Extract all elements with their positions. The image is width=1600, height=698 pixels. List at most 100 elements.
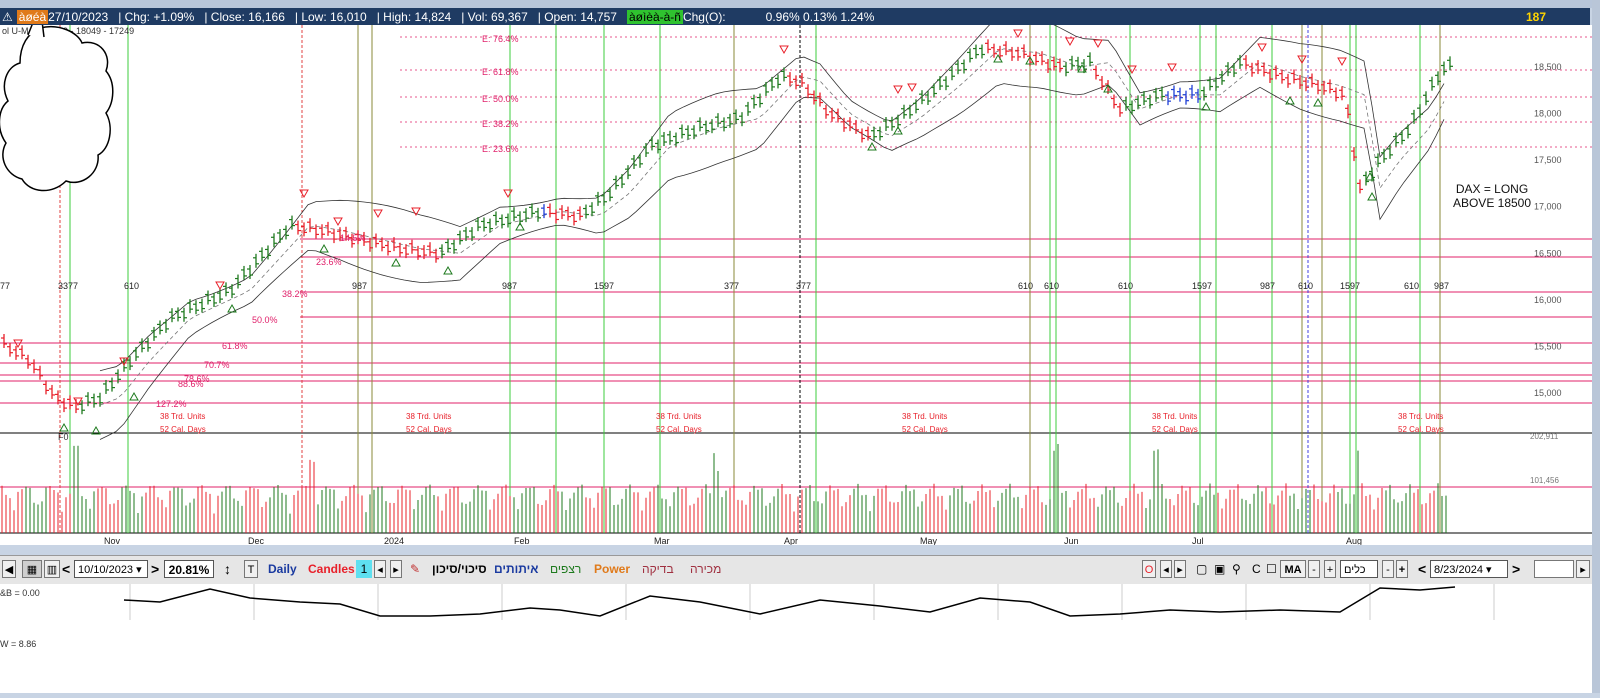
o-button[interactable]: O	[1142, 560, 1156, 578]
tab-continuations[interactable]: רצפים	[550, 562, 582, 576]
oscillator-label-2: W = 8.86	[0, 639, 36, 649]
info-date: 27/10/2023	[48, 9, 109, 24]
cal-days-label: 52 Cal. Days	[1398, 425, 1444, 434]
tab-risk-reward[interactable]: סיכוי/סיכון	[432, 562, 487, 576]
tab-signals[interactable]: איתותים	[494, 562, 539, 576]
eraser-icon[interactable]: ✎	[410, 562, 421, 576]
t-button[interactable]: T	[244, 560, 258, 578]
tab-check[interactable]: בדיקה	[642, 562, 674, 576]
oscillator-svg: &B = 0.00 W = 8.86	[0, 584, 1495, 649]
retracement-label: 50.0%	[252, 315, 278, 325]
sell-triangle	[779, 45, 789, 55]
o-prev-button[interactable]: ◂	[1160, 560, 1172, 578]
zoom-field[interactable]: 20.81%	[164, 560, 214, 578]
square-icon[interactable]: ▢	[1196, 562, 1208, 576]
month-label: Mar	[654, 536, 670, 545]
zoom-minus-button[interactable]: -	[1382, 560, 1394, 578]
sell-triangle	[1065, 37, 1075, 47]
c-button[interactable]: C	[1252, 562, 1261, 576]
tools-label: כלים	[1344, 564, 1366, 576]
ma-plus-button[interactable]: +	[1324, 560, 1336, 578]
ma-button[interactable]: MA	[1280, 560, 1306, 578]
zoom-plus-button[interactable]: +	[1396, 560, 1408, 578]
vertical-resize-icon[interactable]: ↕	[224, 561, 231, 577]
scroll-left-far-button[interactable]: ◀	[2, 560, 16, 578]
price-axis-label: 18,500	[1534, 62, 1562, 72]
end-date-select[interactable]: 8/23/2024 ▾	[1430, 560, 1508, 578]
month-label: Feb	[514, 536, 530, 545]
sell-triangle	[893, 85, 903, 95]
start-date-select[interactable]: 10/10/2023 ▾	[74, 560, 148, 578]
info-open: | Open: 14,757	[537, 9, 617, 24]
grid-view-button[interactable]: ▦	[22, 560, 42, 578]
trd-units-label: 38 Trd. Units	[1398, 412, 1443, 421]
retracement-label: 127.2%	[156, 399, 187, 409]
candles-number[interactable]: 1	[356, 560, 372, 578]
buy-triangle	[1313, 97, 1323, 107]
prev-date-arrow[interactable]: <	[62, 561, 71, 577]
annotation-callout	[0, 25, 114, 192]
info-bar: ⚠ àøéà 27/10/2023 | Chg: +1.09% | Close:…	[0, 8, 1590, 25]
binoculars-icon[interactable]: ⚲	[1232, 562, 1241, 576]
end-prev-arrow[interactable]: <	[1418, 561, 1427, 577]
buy-triangle	[867, 141, 877, 151]
sell-triangle	[1167, 63, 1177, 73]
o-next-button[interactable]: ▸	[1174, 560, 1186, 578]
retracement-label: 61.8%	[222, 341, 248, 351]
daily-button[interactable]: Daily	[268, 562, 297, 576]
buy-triangle	[993, 53, 1003, 63]
sell-triangle	[299, 189, 309, 199]
scrollbar-track[interactable]	[1534, 560, 1574, 578]
scroll-right-button[interactable]: ▸	[1576, 560, 1590, 578]
price-axis-label: 16,500	[1534, 248, 1562, 258]
trd-units-label: 38 Trd. Units	[1152, 412, 1197, 421]
month-label: Aug	[1346, 536, 1362, 545]
price-axis-label: 16,000	[1534, 295, 1562, 305]
chart-toolbar: ◀ ▦ ▥ < 10/10/2023 ▾ > 20.81% ↕ T Daily …	[0, 555, 1592, 594]
price-chart[interactable]: ol U-M-D: 18849 - 18049 - 17249 E: 76.4%…	[0, 25, 1592, 545]
image-icon[interactable]: ▣	[1214, 562, 1226, 576]
sell-triangle	[13, 339, 23, 349]
price-axis-label: 15,000	[1534, 388, 1562, 398]
sell-triangle	[73, 397, 83, 407]
cycle-number: 987	[352, 281, 367, 291]
candles-prev-button[interactable]: ◂	[374, 560, 386, 578]
trd-units-label: 38 Trd. Units	[406, 412, 451, 421]
end-next-arrow[interactable]: >	[1512, 561, 1521, 577]
buy-triangle	[1201, 101, 1211, 111]
candles-next-button[interactable]: ▸	[390, 560, 402, 578]
warning-icon: ⚠	[2, 9, 13, 24]
tab-power[interactable]: Power	[594, 562, 631, 576]
sell-triangle	[1297, 55, 1307, 65]
month-label: May	[920, 536, 938, 545]
cal-days-label: 52 Cal. Days	[656, 425, 702, 434]
volume-axis-label: 101,456	[1530, 476, 1559, 485]
info-open-tag: àøìèà-à-ñ	[626, 9, 683, 24]
right-window-border	[1592, 0, 1600, 693]
buy-triangle	[1077, 63, 1087, 73]
cycle-number: 1597	[1192, 281, 1212, 291]
cycle-number: 610	[1018, 281, 1033, 291]
cycle-number: 377	[796, 281, 811, 291]
info-high: | High: 14,824	[376, 9, 452, 24]
price-axis-label: 18,000	[1534, 109, 1562, 119]
price-axis-label: 17,000	[1534, 202, 1562, 212]
sell-triangle	[1093, 39, 1103, 49]
tile-button[interactable]: ▥	[44, 560, 60, 578]
ma-checkbox-icon[interactable]: ☐	[1266, 562, 1277, 576]
buy-triangle	[1285, 95, 1295, 105]
cycle-number: 610	[1118, 281, 1133, 291]
candles-button[interactable]: Candles	[308, 562, 355, 576]
cal-days-label: 52 Cal. Days	[1152, 425, 1198, 434]
ma-minus-button[interactable]: -	[1308, 560, 1320, 578]
next-date-arrow[interactable]: >	[151, 561, 160, 577]
month-label: Jun	[1064, 536, 1079, 545]
annotation-text: DAX = LONG ABOVE 18500	[1452, 182, 1532, 210]
cycle-number: 77	[0, 281, 10, 291]
buy-triangle	[1365, 171, 1375, 181]
sell-triangle	[1127, 65, 1137, 75]
month-label: Dec	[248, 536, 265, 545]
buy-triangle	[1367, 191, 1377, 201]
tools-select[interactable]: כלים ▾	[1340, 560, 1378, 594]
tab-sale[interactable]: מכירה	[690, 562, 722, 576]
